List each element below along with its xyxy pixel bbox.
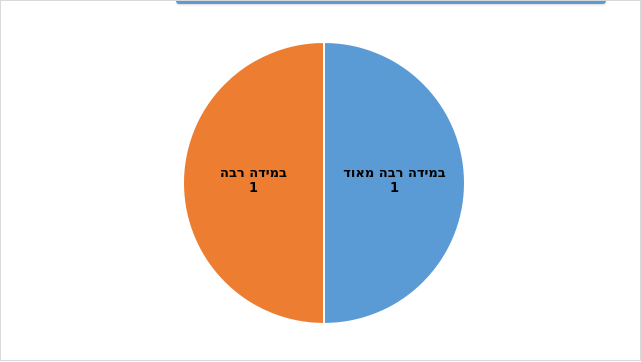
top-accent-bar [176,1,606,4]
slice-value-label: 1 [249,181,258,196]
pie-slice-1 [323,40,466,326]
slice-value-label: 1 [390,181,399,196]
pie-slice-2 [182,40,325,326]
slice-category-label: במידה רבה מאוד [343,166,446,181]
slice-category-label: במידה רבה [220,166,287,181]
